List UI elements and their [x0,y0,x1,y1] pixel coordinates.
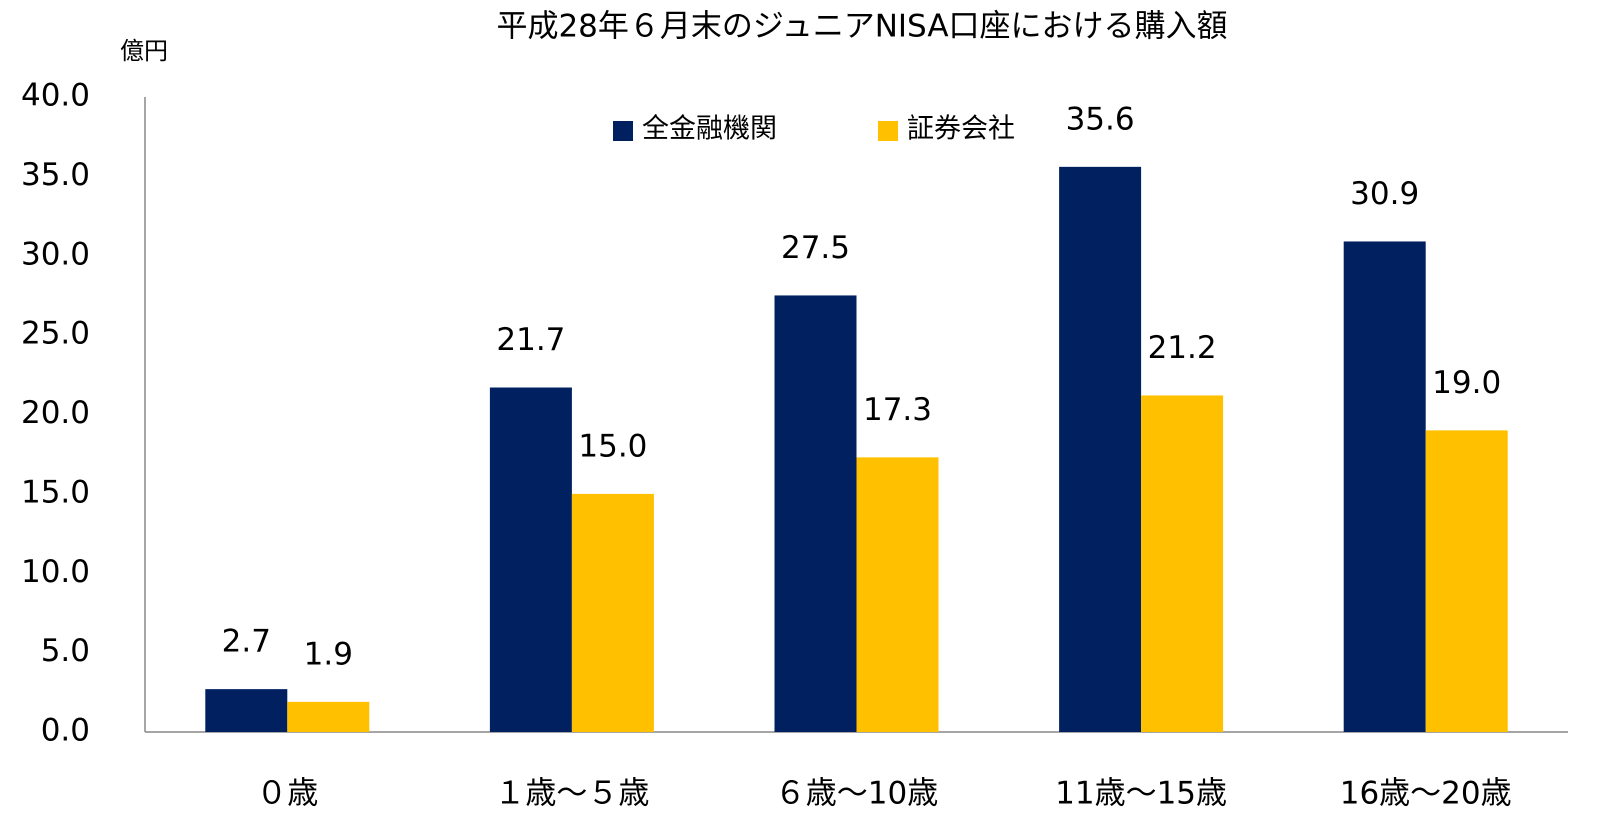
x-tick-label: 16歳～20歳 [1340,776,1512,812]
value-label: 19.0 [1432,365,1501,401]
x-tick-label: １歳～５歳 [494,776,649,812]
legend-swatch [878,121,898,141]
bar [1141,395,1224,732]
y-tick-label: 40.0 [21,78,90,114]
x-tick-label: ０歳 [256,776,318,812]
bar [774,295,857,732]
bar [856,457,939,732]
bar [1059,166,1142,733]
x-tick-label: ６歳～10歳 [775,776,938,812]
legend-swatch [613,121,633,141]
x-tick-label: 11歳～15歳 [1055,776,1227,812]
y-tick-label: 30.0 [21,236,90,272]
value-label: 30.9 [1350,176,1419,212]
y-tick-label: 35.0 [21,157,90,193]
y-tick-label: 25.0 [21,316,90,352]
y-tick-label: 5.0 [41,633,90,669]
value-label: 21.2 [1148,330,1217,366]
bar [1425,430,1508,732]
bar [571,493,654,732]
bar [489,387,572,732]
bar [1343,241,1426,732]
y-axis-label: 億円 [120,37,168,65]
legend-label: 全金融機関 [642,114,777,145]
bar [205,689,288,732]
y-tick-label: 15.0 [21,474,90,510]
y-tick-label: 0.0 [41,713,90,749]
chart-title: 平成28年６月末のジュニアNISA口座における購入額 [496,9,1227,45]
legend-label: 証券会社 [907,114,1015,145]
y-tick-label: 20.0 [21,395,90,431]
value-label: 1.9 [304,636,353,672]
value-label: 17.3 [863,392,932,428]
value-label: 35.6 [1066,101,1135,137]
value-label: 21.7 [496,322,565,358]
y-tick-label: 10.0 [21,554,90,590]
value-label: 15.0 [578,428,647,464]
bar [287,701,370,732]
value-label: 27.5 [781,230,850,266]
value-label: 2.7 [222,624,271,660]
